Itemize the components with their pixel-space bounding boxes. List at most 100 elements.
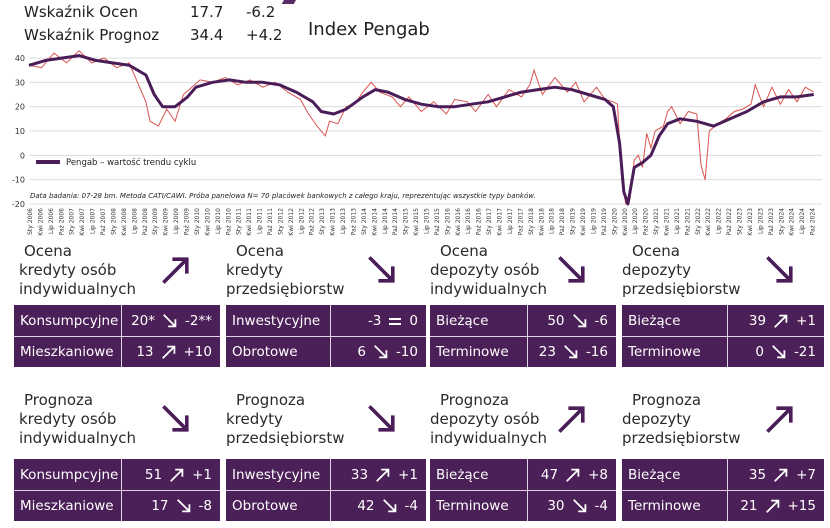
prognoza-tile-1-title-line: przedsiębiorstw — [226, 429, 345, 447]
row-value: -3 — [367, 312, 382, 329]
x-tick-label: Lip 2013 — [340, 208, 347, 234]
row-value: 42 — [357, 497, 375, 514]
row-change: -8 — [198, 497, 212, 514]
x-tick-label: Kwi 2008 — [121, 208, 128, 236]
x-tick-label: Sty 2021 — [653, 208, 660, 235]
x-tick-label: Kwi 2016 — [455, 208, 462, 236]
equals-icon — [387, 315, 403, 327]
row-change: -4 — [404, 497, 418, 514]
x-tick-label: Paź 2018 — [559, 208, 566, 236]
x-tick-label: Sty 2015 — [403, 208, 410, 235]
x-tick-label: Paź 2014 — [392, 208, 399, 236]
x-tick-label: Sty 2006 — [27, 208, 34, 235]
row-label: Bieżące — [628, 312, 681, 329]
prognoza-table-1: Inwestycyjne 33 +1 Obrotowe 42 -4 — [226, 459, 426, 521]
x-tick-label: Sty 2008 — [110, 208, 117, 235]
legend-label: Pengab – wartość trendu cyklu — [66, 157, 196, 168]
table-row: Bieżące 39 +1 — [622, 306, 824, 335]
x-tick-label: Lip 2016 — [465, 208, 472, 234]
x-tick-label: Kwi 2022 — [705, 208, 712, 236]
row-change: +7 — [796, 466, 816, 483]
ocena-tile-0-title-line: Ocena — [24, 242, 72, 260]
row-change: -21 — [793, 343, 816, 360]
x-tick-label: Lip 2021 — [674, 208, 681, 234]
arrow-down-right-icon — [364, 401, 400, 437]
row-change: +1 — [796, 312, 816, 329]
chart-title: Index Pengab — [308, 19, 430, 40]
table-divider — [14, 490, 220, 491]
row-label: Obrotowe — [232, 343, 298, 360]
row-label: Mieszkaniowe — [20, 343, 114, 360]
table-row: Bieżące 35 +7 — [622, 460, 824, 489]
x-tick-label: Kwi 2023 — [747, 208, 754, 236]
table-row: Konsumpcyjne 51 +1 — [14, 460, 220, 489]
row-label: Terminowe — [628, 497, 701, 514]
arrow-up-right-icon — [772, 312, 790, 330]
x-tick-label: Kwi 2010 — [204, 208, 211, 236]
header-label-1: Wskaźnik Ocen — [24, 3, 139, 21]
table-row: Konsumpcyjne 20* -2** — [14, 306, 220, 335]
x-tick-label: Sty 2009 — [152, 208, 159, 235]
ocena-table-2: Bieżące 50 -6 Terminowe 23 -16 — [430, 305, 616, 367]
prognoza-tile-3-title-line: Prognoza — [632, 391, 702, 409]
row-label: Konsumpcyjne — [20, 466, 119, 483]
x-tick-label: Lip 2024 — [799, 208, 806, 234]
table-row: Terminowe 30 -4 — [430, 491, 616, 520]
row-label: Obrotowe — [232, 497, 298, 514]
x-tick-label: Sty 2014 — [361, 208, 368, 235]
table-divider — [622, 490, 824, 491]
row-value: 23 — [538, 343, 556, 360]
row-label: Inwestycyjne — [232, 466, 321, 483]
prognoza-tile-2-title-line: depozyty osób — [430, 410, 540, 428]
row-change: -16 — [585, 343, 608, 360]
table-divider — [14, 336, 220, 337]
row-value: 30 — [547, 497, 565, 514]
arrow-up-right-icon — [564, 466, 582, 484]
prognoza-tile-3-title-line: przedsiębiorstw — [622, 429, 741, 447]
x-tick-label: Kwi 2019 — [580, 208, 587, 236]
table-row: Obrotowe 6 -10 — [226, 337, 426, 366]
prognoza-table-3: Bieżące 35 +7 Terminowe 21 +15 — [622, 459, 824, 521]
header-change-1: -6.2 — [246, 3, 276, 21]
x-tick-label: Paź 2024 — [810, 208, 817, 236]
table-row: Bieżące 50 -6 — [430, 306, 616, 335]
prognoza-tile-1-title-line: Prognoza — [236, 391, 306, 409]
ocena-tile-0-title-line: kredyty osób — [19, 261, 117, 279]
row-label: Terminowe — [436, 497, 509, 514]
row-label: Terminowe — [436, 343, 509, 360]
row-change: -6 — [594, 312, 608, 329]
x-tick-label: Lip 2019 — [590, 208, 597, 234]
x-tick-label: Paź 2020 — [643, 208, 650, 236]
x-tick-label: Sty 2018 — [528, 208, 535, 235]
arrow-down-right-icon — [364, 252, 400, 288]
x-tick-label: Kwi 2017 — [497, 208, 504, 236]
prognoza-tile-2-title-line: indywidualnych — [430, 429, 548, 447]
prognoza-tile-2-title-line: Prognoza — [440, 391, 510, 409]
header-label-2: Wskaźnik Prognoz — [24, 26, 160, 44]
prognoza-tile-3-title-line: depozyty — [622, 410, 691, 428]
x-tick-label: Paź 2008 — [142, 208, 149, 236]
table-row: Inwestycyjne -3 0 — [226, 306, 426, 335]
row-value: 50 — [547, 312, 565, 329]
x-tick-label: Sty 2011 — [236, 208, 243, 235]
ocena-table-1: Inwestycyjne -3 0 Obrotowe 6 -10 — [226, 305, 426, 367]
x-tick-label: Paź 2013 — [350, 208, 357, 236]
x-tick-label: Kwi 2024 — [789, 208, 796, 236]
x-tick-label: Lip 2022 — [716, 208, 723, 234]
header-value-1: 17.7 — [190, 3, 224, 21]
row-value: 35 — [748, 466, 767, 483]
arrow-down-right-icon — [571, 312, 589, 330]
ocena-tile-1-title-line: przedsiębiorstw — [226, 280, 345, 298]
ocena-tile-2-title-line: depozyty osób — [430, 261, 540, 279]
ocena-tile-2-title-line: indywidualnych — [430, 280, 548, 298]
x-tick-label: Sty 2020 — [611, 208, 618, 235]
header-marker — [281, 0, 299, 4]
table-row: Mieszkaniowe 17 -8 — [14, 491, 220, 520]
x-tick-label: Lip 2008 — [131, 208, 138, 234]
x-tick-label: Kwi 2006 — [37, 208, 44, 236]
arrow-down-right-icon — [571, 497, 589, 515]
row-value: 13 — [136, 343, 154, 360]
table-divider — [622, 336, 824, 337]
arrow-up-right-icon — [554, 401, 590, 437]
x-tick-label: Lip 2023 — [757, 208, 764, 234]
